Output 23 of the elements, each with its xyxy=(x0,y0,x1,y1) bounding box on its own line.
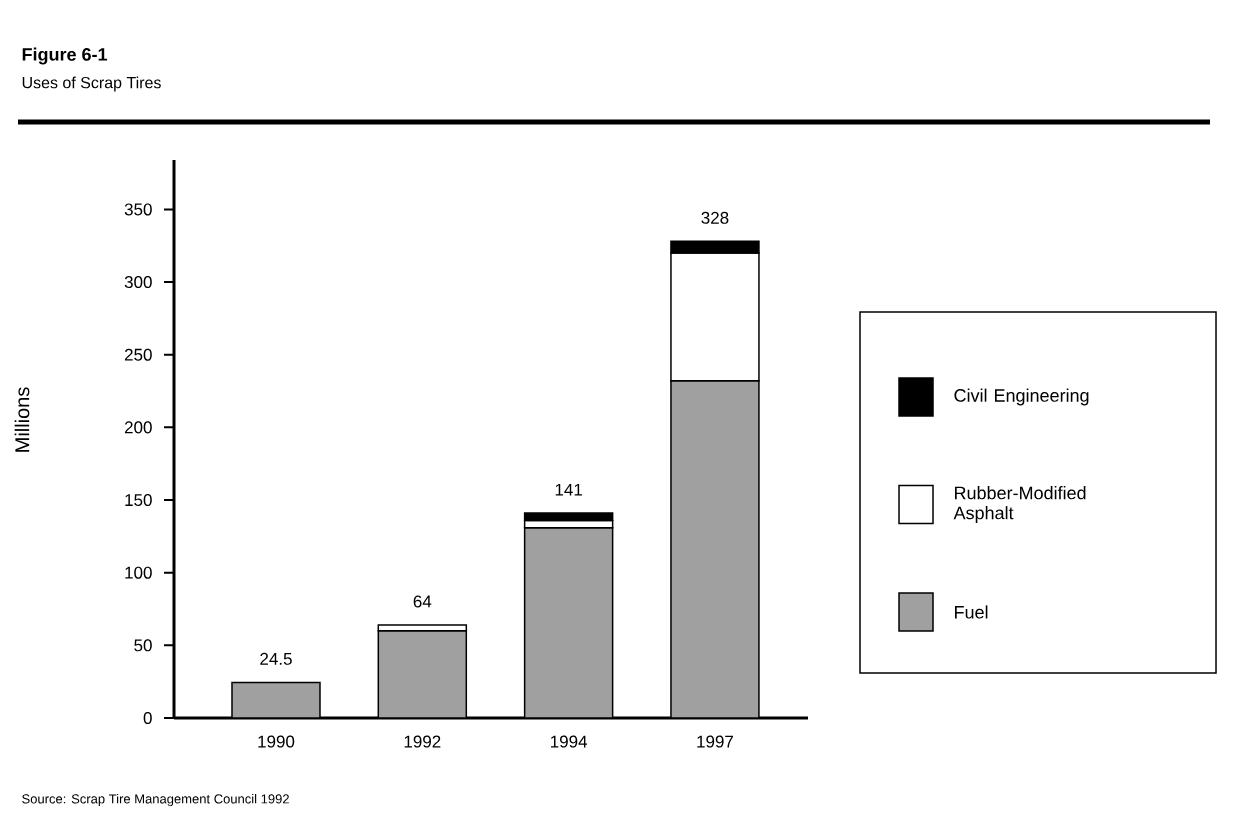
legend-label: Fuel xyxy=(955,605,988,619)
y-tick-label: 300 xyxy=(124,276,152,289)
x-tick-label: 1994 xyxy=(551,735,588,748)
y-tick-label: 50 xyxy=(134,639,152,652)
legend-label: Rubber-Modified Asphalt xyxy=(953,486,1086,523)
chart-subtitle: Uses of Scrap Tires xyxy=(22,76,161,92)
y-axis-title: Millions xyxy=(14,387,30,452)
chart-title: Figure 6-1 xyxy=(22,47,108,65)
y-tick-label: 100 xyxy=(125,566,152,579)
y-tick-label: 200 xyxy=(124,421,152,434)
total-label: 24.5 xyxy=(260,652,292,665)
y-tick-label: 250 xyxy=(124,348,152,361)
total-label: 64 xyxy=(413,595,432,608)
total-label: 141 xyxy=(555,483,582,496)
y-tick-label: 0 xyxy=(143,711,152,725)
x-tick-label: 1997 xyxy=(697,735,733,748)
y-tick-label: 350 xyxy=(124,203,152,216)
y-tick-label: 150 xyxy=(125,494,152,507)
source-note: Source: Scrap Tire Management Council 1992 xyxy=(22,793,289,807)
x-tick-label: 1990 xyxy=(258,735,295,748)
legend-label: Civil Engineering xyxy=(954,388,1089,406)
x-tick-label: 1992 xyxy=(404,735,441,748)
total-label: 328 xyxy=(701,211,729,224)
